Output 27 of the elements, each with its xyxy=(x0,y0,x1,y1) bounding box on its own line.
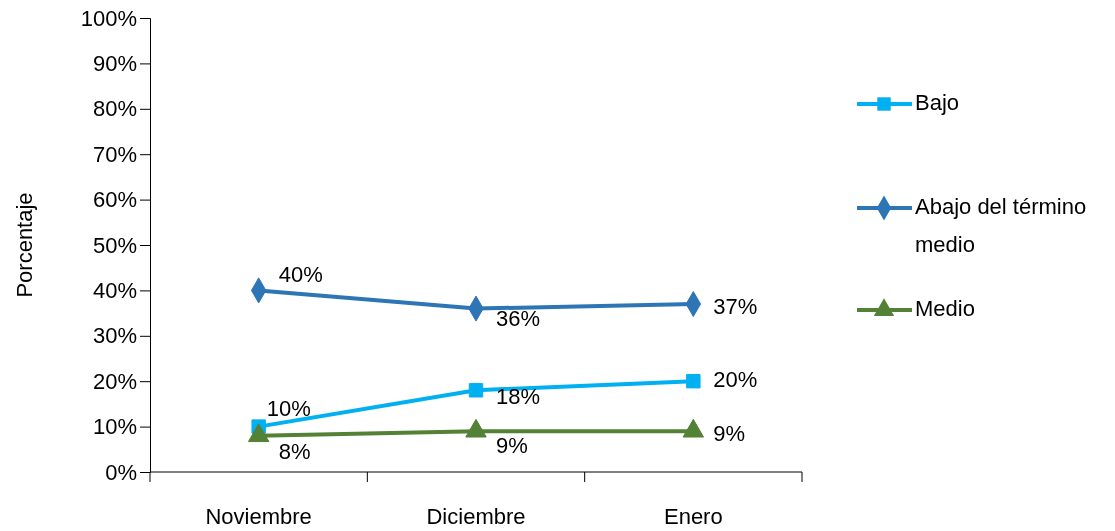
y-tick-label: 80% xyxy=(92,96,137,122)
data-label: 9% xyxy=(496,432,528,458)
x-tick-label: Noviembre xyxy=(205,504,312,529)
y-tick-label: 0% xyxy=(105,459,137,485)
legend-label: Abajo del término medio xyxy=(915,193,1087,257)
legend-label: Bajo xyxy=(915,89,960,115)
y-tick-label: 20% xyxy=(92,368,137,394)
legend-label: Medio xyxy=(915,295,975,321)
y-tick-label: 100% xyxy=(80,5,137,31)
data-label: 37% xyxy=(713,293,758,319)
data-label: 10% xyxy=(266,396,311,422)
data-label: 20% xyxy=(713,367,758,393)
y-tick-label: 30% xyxy=(92,323,137,349)
y-tick-label: 90% xyxy=(92,50,137,76)
y-tick-label: 50% xyxy=(92,232,137,258)
data-label: 18% xyxy=(496,384,541,410)
y-tick-label: 60% xyxy=(92,187,137,213)
y-tick-label: 70% xyxy=(92,141,137,167)
y-axis-title: Porcentaje xyxy=(12,192,37,298)
data-label: 9% xyxy=(713,420,746,446)
data-label: 40% xyxy=(278,262,323,288)
x-tick-label: Diciembre xyxy=(426,504,526,529)
y-tick-label: 10% xyxy=(92,414,137,440)
x-tick-label: Enero xyxy=(663,504,723,529)
data-label: 36% xyxy=(496,306,541,332)
data-label: 8% xyxy=(278,439,311,465)
y-tick-label: 40% xyxy=(92,277,137,303)
